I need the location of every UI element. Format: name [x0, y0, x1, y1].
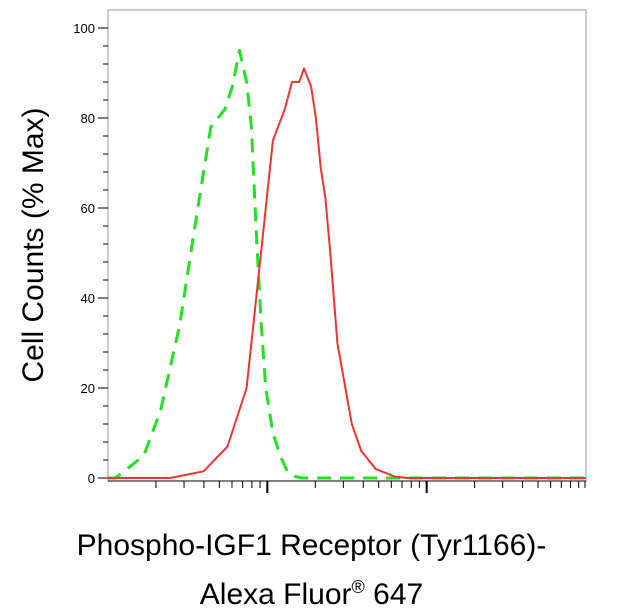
x-axis-label-line2: Alexa Fluor® 647 [0, 567, 623, 615]
x-axis [108, 480, 586, 493]
y-tick-label: 60 [81, 201, 95, 216]
histogram-series-1 [108, 49, 586, 480]
y-tick-label: 40 [81, 291, 95, 306]
y-axis-label: Cell Counts (% Max) [17, 107, 50, 382]
x-axis-label-suffix: 647 [364, 578, 424, 611]
y-tick-label: 0 [88, 471, 95, 486]
histogram-series-2 [108, 67, 586, 479]
x-axis-label-prefix: Alexa Fluor [199, 578, 352, 611]
registered-mark: ® [351, 577, 365, 597]
y-tick-label: 20 [81, 381, 95, 396]
x-axis-label-line1: Phospho-IGF1 Receptor (Tyr1166)- [76, 529, 547, 562]
y-tick-label: 100 [73, 21, 95, 36]
plot-frame [107, 9, 587, 482]
y-tick-label: 80 [81, 111, 95, 126]
y-axis: 0 20 40 60 80 100 [73, 21, 108, 486]
series-layer [108, 49, 586, 480]
